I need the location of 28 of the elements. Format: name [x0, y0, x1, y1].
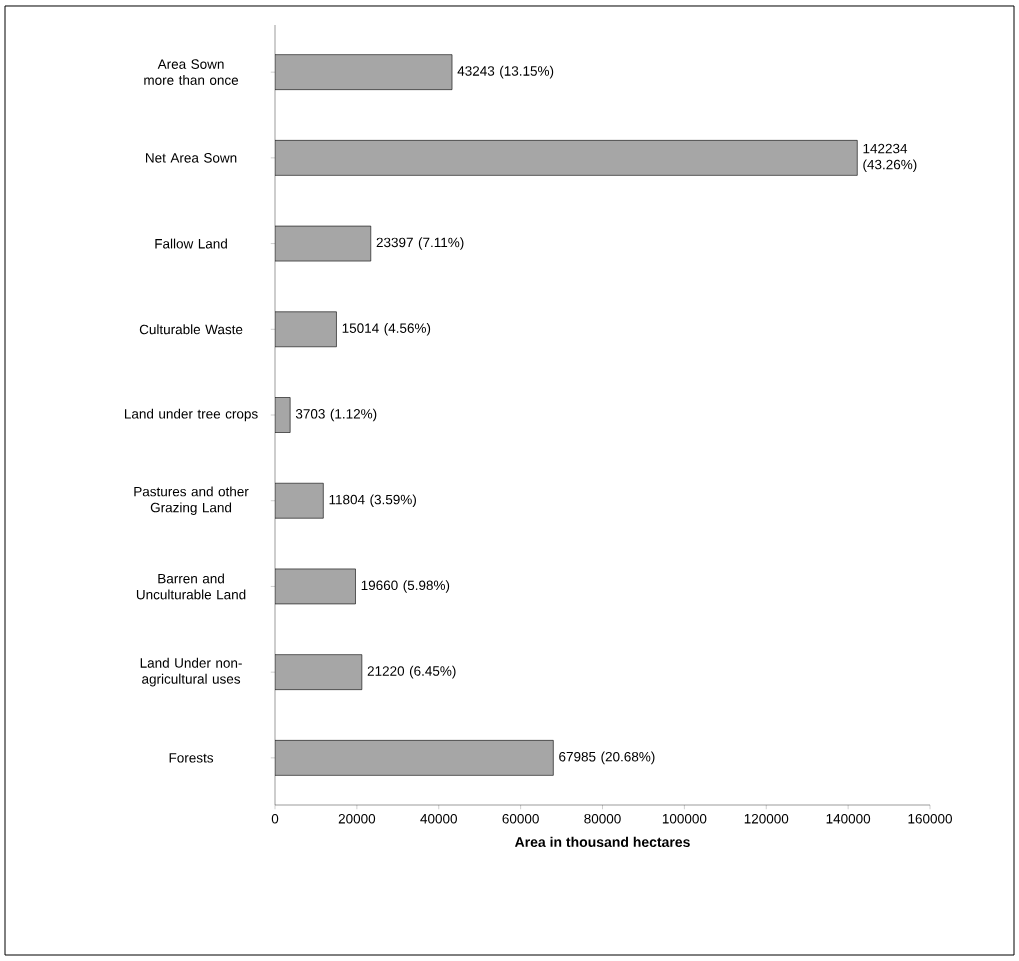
x-tick-label: 160000: [908, 813, 952, 824]
data-label: 15014 (4.56%): [342, 323, 431, 336]
data-label: 67985 (20.68%): [559, 751, 655, 765]
y-tick-label: Fallow Land: [155, 238, 227, 249]
x-tick-label: 120000: [744, 813, 789, 824]
x-tick-label: 0: [271, 813, 279, 824]
x-tick-label: 40000: [420, 813, 457, 824]
x-tick-label: 20000: [338, 813, 376, 824]
x-tick-label: 60000: [502, 813, 539, 824]
data-label: 19660 (5.98%): [361, 580, 450, 593]
y-tick-label: Pastures and other Grazing Land: [134, 486, 249, 516]
data-label: 142234 (43.26%): [863, 143, 917, 172]
y-tick-label: Barren and Unculturable Land: [136, 573, 246, 600]
y-tick-label: Forests: [169, 753, 214, 763]
x-tick-label: 80000: [584, 813, 621, 824]
y-tick-label: Area Sown more than once: [144, 59, 239, 85]
data-label: 23397 (7.11%): [376, 237, 464, 250]
y-tick-label: Land Under non-agricultural uses: [140, 657, 242, 687]
data-label: 3703 (1.12%): [295, 408, 377, 422]
x-axis-title: Area in thousand hectares: [514, 836, 690, 847]
y-tick-label: Land under tree crops: [124, 408, 258, 422]
data-label: 43243 (13.15%): [457, 65, 554, 79]
y-tick-label: Net Area Sown: [146, 153, 237, 163]
y-tick-label: Culturable Waste: [139, 324, 243, 335]
x-tick-label: 100000: [662, 813, 707, 824]
data-label: 11804 (3.59%): [329, 494, 416, 508]
x-tick-label: 140000: [826, 813, 871, 824]
data-label: 21220 (6.45%): [367, 665, 456, 679]
